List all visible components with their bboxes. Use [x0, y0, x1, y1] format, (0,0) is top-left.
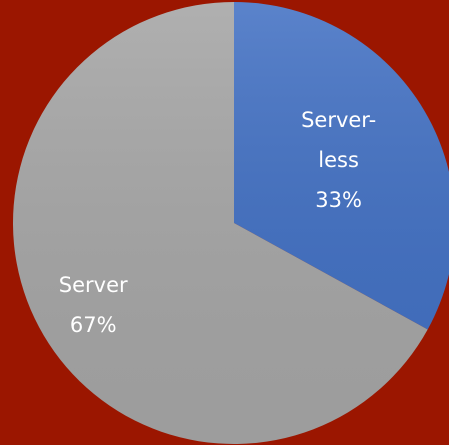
category-label: Server	[59, 273, 128, 297]
label-line: less	[318, 148, 359, 172]
value-label: 33%	[315, 188, 362, 212]
slice-shade	[234, 2, 449, 330]
slice-shade	[13, 2, 428, 444]
category-label: Server-less	[301, 108, 376, 172]
value-label: 67%	[70, 313, 117, 337]
label-line: Server-	[301, 108, 376, 132]
label-line: Server	[59, 273, 128, 297]
